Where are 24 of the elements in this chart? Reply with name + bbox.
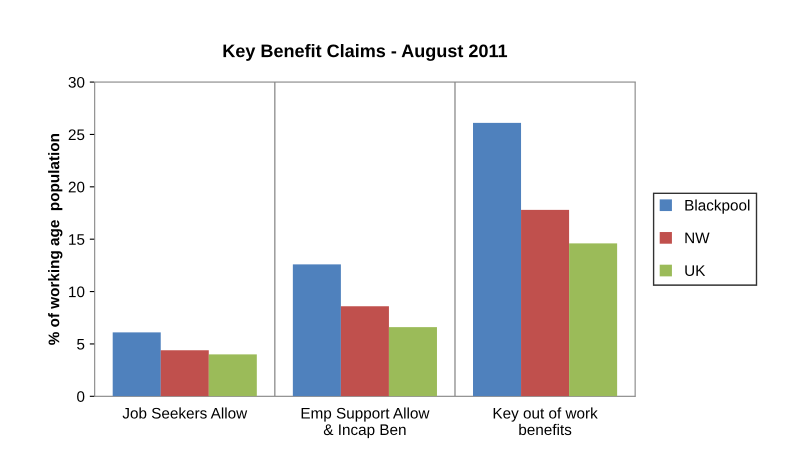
y-tick-label: 5 <box>77 338 84 350</box>
y-tick-label: 30 <box>68 76 84 88</box>
y-tick-label: 10 <box>69 286 84 298</box>
y-tick-label: 20 <box>68 182 84 193</box>
y-tick-label: 0 <box>77 391 84 402</box>
bar <box>473 122 522 396</box>
y-axis-title: % of working age population <box>48 134 62 345</box>
x-tick-label: Emp Support Allow & Incap Ben <box>302 407 430 438</box>
bar <box>292 264 341 396</box>
legend-label: NW <box>685 232 710 244</box>
bar <box>160 350 209 396</box>
bar <box>112 332 161 396</box>
legend-label: UK <box>685 265 706 276</box>
chart-title: Key Benefit Claims - August 2011 <box>223 44 508 61</box>
bar <box>521 210 570 396</box>
bar <box>388 327 437 396</box>
y-tick-label: 25 <box>68 129 84 140</box>
bar <box>340 306 389 396</box>
bar <box>569 243 618 396</box>
x-tick-label: Job Seekers Allow <box>122 407 248 419</box>
legend-label: Blackpool <box>685 199 750 214</box>
bar <box>208 354 257 396</box>
x-tick-label: Key out of work benefits <box>494 407 598 436</box>
y-tick-label: 15 <box>69 234 84 245</box>
